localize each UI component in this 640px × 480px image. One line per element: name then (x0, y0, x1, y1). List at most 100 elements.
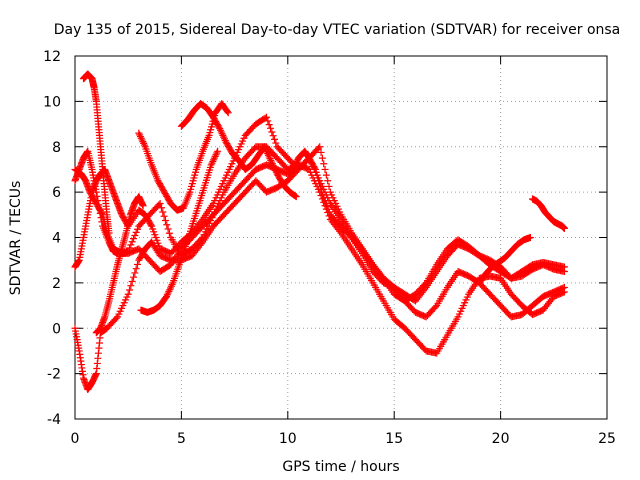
series-track-9 (177, 100, 300, 201)
data-point (163, 291, 171, 299)
data-point (124, 247, 132, 255)
data-point (318, 195, 326, 203)
data-point (320, 198, 328, 206)
series-track-8 (137, 147, 222, 316)
data-point (260, 143, 268, 151)
data-point (316, 143, 324, 151)
data-point (266, 155, 274, 163)
y-tick-label: -4 (47, 412, 61, 428)
data-point (268, 160, 276, 168)
data-point (318, 154, 326, 162)
data-point (560, 283, 568, 291)
data-point (217, 128, 225, 136)
data-point (261, 144, 269, 152)
data-point (166, 286, 174, 294)
data-point (264, 151, 272, 159)
data-point (224, 109, 232, 117)
data-point (268, 128, 276, 136)
data-point (560, 268, 568, 276)
axis-ticks: 0 5 10 15 20 25 -4 -2 0 2 4 6 8 10 12 (43, 49, 616, 447)
data-point (131, 269, 139, 277)
y-tick-label: 4 (52, 231, 61, 247)
data-marks (71, 70, 568, 394)
data-point (208, 159, 216, 167)
x-tick-label: 15 (385, 431, 403, 447)
series-track-10 (529, 195, 568, 232)
data-point (127, 282, 135, 290)
x-tick-label: 5 (177, 431, 186, 447)
data-point (197, 240, 205, 248)
y-tick-label: 6 (52, 185, 61, 201)
data-point (165, 287, 173, 295)
y-tick-label: 8 (52, 140, 61, 156)
data-point (220, 135, 228, 143)
data-point (126, 286, 134, 294)
data-point (272, 167, 280, 175)
data-point (161, 216, 169, 224)
data-point (272, 168, 280, 176)
data-point (147, 221, 155, 229)
data-point (209, 157, 217, 165)
series-track-11 (475, 234, 534, 287)
data-point (130, 273, 138, 281)
data-point (132, 265, 140, 273)
data-point (218, 130, 226, 138)
data-point (197, 217, 205, 225)
data-point (221, 137, 229, 145)
data-point (207, 161, 215, 169)
data-point (267, 156, 275, 164)
x-tick-label: 20 (492, 431, 510, 447)
series-track-3 (71, 154, 568, 394)
data-point (263, 113, 271, 121)
data-point (314, 144, 322, 152)
data-point (163, 292, 171, 300)
data-point (431, 303, 439, 311)
x-tick-label: 10 (279, 431, 297, 447)
data-point (269, 161, 277, 169)
data-point (220, 133, 228, 141)
data-point (136, 133, 144, 141)
y-tick-label: 2 (52, 276, 61, 292)
x-axis-label: GPS time / hours (282, 459, 399, 475)
x-tick-label: 25 (598, 431, 616, 447)
x-tick-label: 0 (71, 431, 80, 447)
y-tick-label: 12 (43, 49, 61, 65)
data-point (322, 205, 330, 213)
data-point (292, 193, 300, 201)
data-point (270, 163, 278, 171)
data-point (168, 281, 176, 289)
series-track-6 (92, 193, 147, 337)
data-point (265, 121, 273, 129)
data-point (265, 153, 273, 161)
data-point (157, 204, 165, 212)
data-point (98, 209, 106, 217)
data-point (262, 146, 270, 154)
data-point (105, 229, 113, 237)
data-point (320, 160, 328, 168)
grid (75, 56, 607, 419)
y-axis-label: SDTVAR / TECUs (8, 181, 24, 296)
data-point (271, 135, 278, 143)
data-point (321, 165, 329, 173)
data-point (216, 125, 224, 133)
data-point (219, 131, 227, 139)
data-point (269, 132, 277, 140)
data-point (272, 139, 280, 147)
data-point (127, 241, 135, 249)
data-point (317, 148, 325, 156)
data-point (138, 136, 146, 144)
data-point (421, 285, 429, 293)
data-point (268, 158, 276, 166)
data-point (325, 212, 333, 220)
data-point (128, 277, 136, 285)
data-point (128, 238, 136, 246)
data-point (134, 260, 142, 268)
data-point (166, 284, 174, 292)
data-point (163, 221, 171, 229)
data-point (324, 177, 332, 185)
data-point (211, 152, 219, 160)
data-point (210, 156, 218, 164)
data-point (164, 289, 172, 297)
data-point (526, 234, 534, 241)
